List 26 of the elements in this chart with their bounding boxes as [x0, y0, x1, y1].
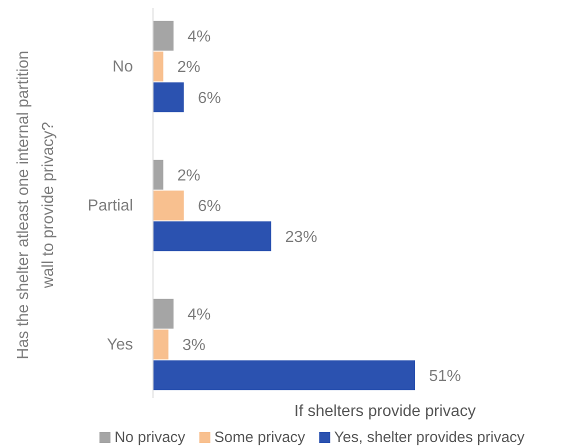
data-label: 3% — [182, 337, 206, 354]
data-label: 2% — [177, 167, 200, 184]
y-tick-label: Partial — [88, 198, 133, 215]
data-label: 51% — [429, 368, 462, 385]
bar — [153, 298, 174, 329]
y-axis-title: Has the shelter atleast one internal partition wall to provide privacy? — [15, 50, 57, 360]
bar — [153, 221, 272, 252]
legend-label: Some privacy — [214, 429, 306, 446]
bar — [153, 330, 168, 360]
bar — [153, 52, 164, 82]
data-label: 6% — [198, 90, 221, 107]
data-label: 4% — [188, 306, 211, 324]
bar — [153, 360, 415, 390]
y-tick-label: Yes — [106, 336, 133, 354]
bar — [153, 20, 174, 51]
data-label: 4% — [188, 28, 211, 46]
y-tick-label: No — [112, 58, 134, 76]
data-label: 2% — [177, 59, 200, 76]
legend-label: No privacy — [114, 429, 186, 446]
data-label: 23% — [285, 228, 318, 246]
bar — [153, 190, 184, 220]
bar — [153, 160, 164, 190]
x-axis-title: If shelters provide privacy — [294, 403, 476, 420]
data-label: 6% — [198, 198, 221, 216]
legend-label: Yes, shelter provides privacy — [334, 429, 526, 446]
bar — [153, 82, 184, 112]
